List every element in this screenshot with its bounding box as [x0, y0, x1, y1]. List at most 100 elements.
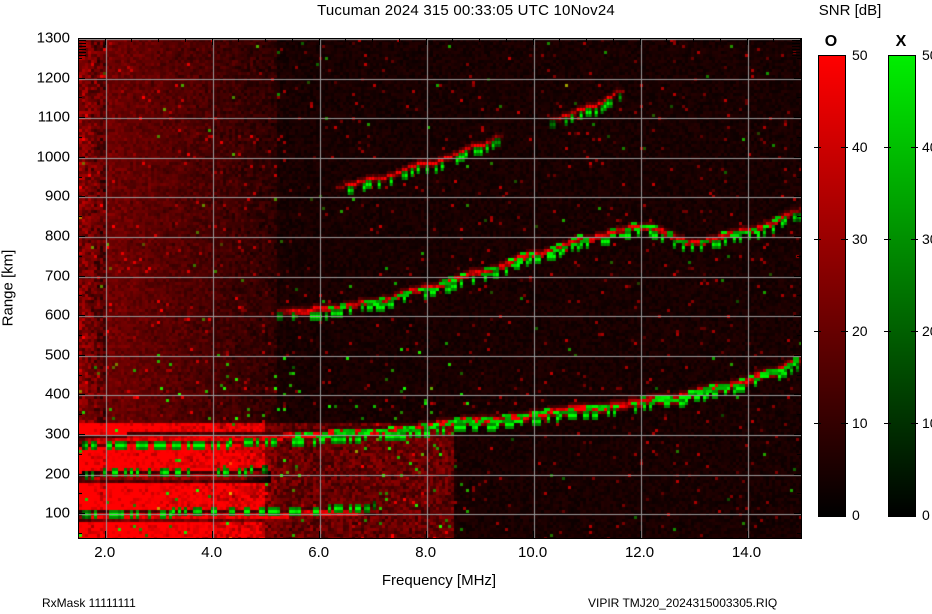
colorbar-tick-label: 40 [852, 139, 868, 155]
colorbar-tick [884, 331, 891, 332]
x-tick-bottom [104, 531, 106, 538]
x-tick-label: 8.0 [415, 544, 437, 561]
x-minor-tick [158, 38, 160, 42]
colorbar-tick-label: 30 [852, 231, 868, 247]
corner-ruler-mark [78, 43, 86, 44]
x-tick-label: 2.0 [94, 544, 116, 561]
colorbar-tick [841, 423, 848, 424]
y-tick-left [78, 394, 85, 396]
corner-ruler-mark [792, 55, 800, 56]
page-title: Tucuman 2024 315 00:33:05 UTC 10Nov24 [317, 2, 615, 19]
x-tick-top [211, 38, 213, 45]
rxmask-label: RxMask 11111111 [42, 596, 136, 610]
x-minor-tick [345, 38, 347, 42]
x-tick-top [746, 38, 748, 45]
x-tick-top [425, 38, 427, 45]
colorbar-x-head: X [895, 33, 907, 50]
colorbar-tick [911, 147, 918, 148]
colorbar-tick-label: 10 [922, 415, 932, 431]
y-tick-right [794, 513, 801, 515]
colorbar-tick [884, 239, 891, 240]
y-tick-left [78, 513, 85, 515]
y-tick-right [794, 117, 801, 119]
y-minor-tick [797, 533, 801, 535]
corner-ruler-mark [792, 52, 800, 53]
y-tick-right [794, 434, 801, 436]
y-minor-tick [78, 176, 82, 178]
colorbar-tick-label: 20 [852, 323, 868, 339]
x-minor-tick [693, 38, 695, 42]
y-minor-tick [797, 216, 801, 218]
x-minor-tick [131, 38, 133, 42]
colorbar-tick-label: 20 [922, 323, 932, 339]
colorbar-tick-label: 30 [922, 231, 932, 247]
x-minor-tick [238, 38, 240, 42]
colorbar-tick [884, 147, 891, 148]
colorbar-tick-label: 50 [852, 47, 868, 63]
corner-ruler-mark [792, 46, 800, 47]
y-tick-right [794, 236, 801, 238]
y-tick-left [78, 354, 85, 356]
y-minor-tick [797, 374, 801, 376]
y-tick-right [794, 315, 801, 317]
y-tick-label: 700 [44, 267, 70, 285]
colorbar-tick [884, 423, 891, 424]
x-minor-tick [586, 38, 588, 42]
corner-ruler-mark [78, 46, 86, 47]
y-minor-tick [797, 414, 801, 416]
y-minor-tick [78, 335, 82, 337]
y-tick-left [78, 236, 85, 238]
y-tick-right [794, 196, 801, 198]
corner-ruler-mark [792, 40, 800, 41]
x-tick-label: 6.0 [308, 544, 330, 561]
y-minor-tick [797, 453, 801, 455]
y-minor-tick [797, 255, 801, 257]
x-tick-top [639, 38, 641, 45]
y-minor-tick [78, 374, 82, 376]
y-tick-left [78, 275, 85, 277]
x-tick-top [318, 38, 320, 45]
y-tick-left [78, 196, 85, 198]
colorbar-tick-label: 0 [852, 507, 860, 523]
corner-ruler-mark [78, 40, 86, 41]
y-minor-tick [797, 57, 801, 59]
y-tick-left [78, 117, 85, 119]
y-tick-label: 900 [44, 187, 70, 205]
y-minor-tick [78, 216, 82, 218]
corner-ruler-mark [792, 43, 800, 44]
x-minor-tick [559, 38, 561, 42]
colorbar-tick [911, 423, 918, 424]
y-tick-left [78, 473, 85, 475]
corner-ruler-mark [78, 52, 86, 53]
y-minor-tick [797, 97, 801, 99]
colorbar-tick-label: 10 [852, 415, 868, 431]
y-tick-right [794, 77, 801, 79]
y-tick-right [794, 473, 801, 475]
ionogram-plot[interactable] [78, 38, 802, 539]
colorbar-o-head: O [824, 33, 838, 50]
x-minor-tick [398, 38, 400, 42]
x-minor-tick [612, 38, 614, 42]
x-minor-tick [666, 38, 668, 42]
y-tick-left [78, 315, 85, 317]
colorbar-tick-label: 50 [922, 47, 932, 63]
file-label: VIPIR TMJ20_2024315003305.RIQ [588, 596, 778, 610]
x-minor-tick [773, 38, 775, 42]
x-minor-tick [479, 38, 481, 42]
y-tick-label: 1100 [37, 108, 70, 126]
y-minor-tick [797, 493, 801, 495]
x-minor-tick [291, 38, 293, 42]
x-tick-bottom [639, 531, 641, 538]
colorbar-tick [814, 423, 821, 424]
y-minor-tick [797, 176, 801, 178]
colorbar-tick [814, 239, 821, 240]
y-minor-tick [78, 295, 82, 297]
colorbar-o [818, 55, 846, 517]
x-axis-title: Frequency [MHz] [381, 572, 497, 589]
y-minor-tick [78, 255, 82, 257]
x-minor-tick [505, 38, 507, 42]
y-minor-tick [78, 533, 82, 535]
y-tick-right [794, 354, 801, 356]
y-tick-left [78, 434, 85, 436]
